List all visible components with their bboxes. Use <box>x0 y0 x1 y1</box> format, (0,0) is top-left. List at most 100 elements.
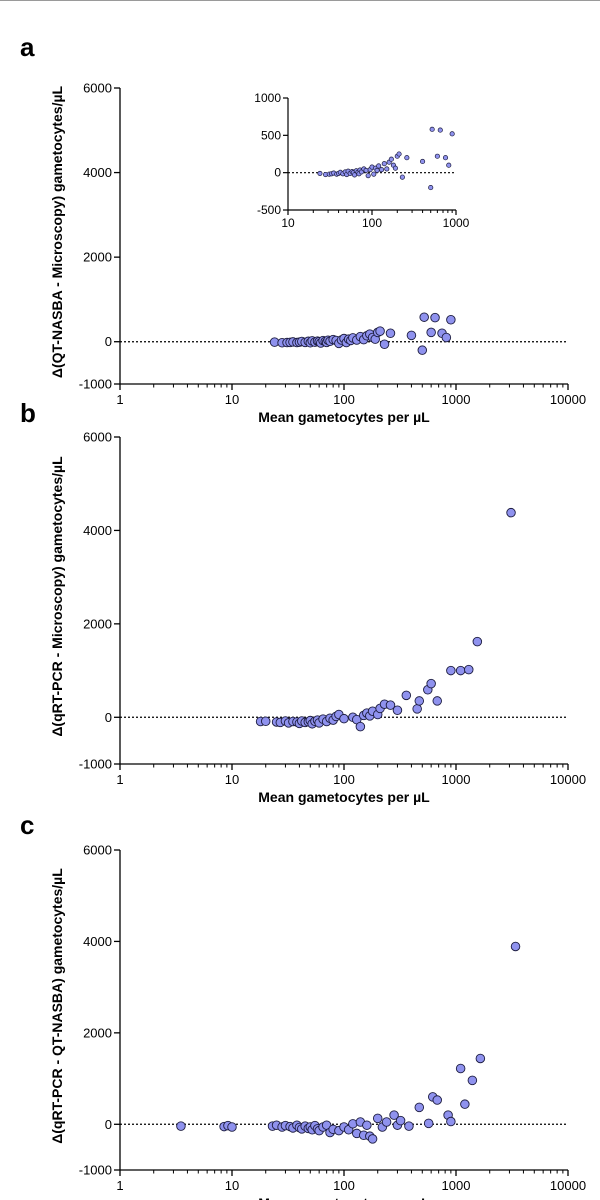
y-tick-label: 2000 <box>83 250 112 265</box>
inset-data-point <box>420 158 426 165</box>
y-tick-label: 4000 <box>83 165 112 180</box>
inset-data-point <box>396 151 402 157</box>
inset-data-point <box>374 167 380 173</box>
data-point <box>426 678 436 689</box>
panel-b: b -1000 0 2000 4000 6000 1 10 100 1000 10000 Mean … <box>20 398 586 805</box>
inset-data-point <box>429 126 435 132</box>
data-point <box>339 713 349 724</box>
data-point <box>460 1099 470 1109</box>
data-point <box>432 696 442 706</box>
data-point <box>375 326 385 336</box>
data-point <box>455 1063 466 1074</box>
data-point <box>419 312 429 322</box>
panel-c-points <box>176 941 521 1144</box>
data-point <box>355 721 366 732</box>
x-tick-label: 10000 <box>550 1178 586 1193</box>
x-tick-label: 10000 <box>550 772 586 787</box>
y-axis-title: Δ(QT-NASBA - Microscopy) gametocytes/µL <box>49 85 65 378</box>
x-axis-title: Mean gametocytes per µL <box>258 1195 430 1200</box>
data-point <box>392 705 403 716</box>
inset-data-point <box>379 167 385 173</box>
x-tick-label: 10000 <box>550 392 586 407</box>
x-tick-label: 10 <box>225 392 239 407</box>
x-tick-label: 1 <box>116 392 123 407</box>
data-point <box>472 636 483 647</box>
inset-data-point <box>399 174 405 180</box>
inset-data-point <box>446 162 452 168</box>
x-axis-title: Mean gametocytes per µL <box>258 409 430 425</box>
data-point <box>260 716 271 727</box>
data-point <box>412 704 422 714</box>
inset-y-tick-label: 500 <box>261 128 281 142</box>
x-tick-label: 1000 <box>442 1178 471 1193</box>
data-point <box>176 1121 186 1131</box>
top-rule <box>0 0 600 1</box>
data-point <box>389 1110 399 1120</box>
y-tick-label: 0 <box>105 710 112 725</box>
y-tick-label: 0 <box>105 1117 112 1132</box>
data-point <box>372 1113 383 1124</box>
y-tick-label: 4000 <box>83 934 112 949</box>
inset-y-tick-label: 0 <box>274 166 281 180</box>
x-tick-label: 10 <box>225 1178 239 1193</box>
panel-c-letter: c <box>20 810 34 840</box>
data-point <box>506 507 516 518</box>
inset-data-point <box>365 173 371 179</box>
inset-data-point <box>442 155 449 161</box>
inset-y-tick-label: 1000 <box>254 91 281 105</box>
inset-data-point <box>434 153 440 159</box>
inset-data-point <box>376 163 382 169</box>
inset-data-point <box>381 161 387 167</box>
data-point <box>446 1116 456 1127</box>
data-point <box>362 1120 372 1130</box>
inset-data-point <box>404 155 410 161</box>
data-point <box>417 345 428 355</box>
inset-data-point <box>317 170 323 176</box>
inset-data-point <box>363 167 369 173</box>
x-tick-label: 100 <box>333 772 355 787</box>
data-point <box>441 332 452 343</box>
y-tick-label: -1000 <box>79 1163 112 1178</box>
x-tick-label: 1 <box>116 772 123 787</box>
inset-data-point <box>388 156 394 162</box>
inset-data-point <box>371 171 377 177</box>
x-tick-label: 1 <box>116 1178 123 1193</box>
x-axis-title: Mean gametocytes per µL <box>258 789 430 805</box>
panel-c-axes: -1000 0 2000 4000 6000 1 10 100 1000 10000 Mean ga… <box>49 843 586 1200</box>
inset-data-point <box>392 165 398 171</box>
inset-x-tick-label: 100 <box>362 216 382 230</box>
data-point <box>426 327 436 338</box>
panel-b-letter: b <box>20 398 36 428</box>
inset-data-point <box>428 185 434 191</box>
y-tick-label: 2000 <box>83 616 112 631</box>
data-point <box>227 1122 237 1132</box>
x-tick-label: 100 <box>333 1178 355 1193</box>
data-point <box>367 1134 378 1144</box>
y-tick-label: -1000 <box>79 377 112 392</box>
x-tick-label: 1000 <box>442 392 471 407</box>
inset-x-tick-label: 1000 <box>443 216 470 230</box>
data-point <box>414 1102 425 1113</box>
data-point <box>432 1095 442 1105</box>
x-tick-label: 1000 <box>442 772 471 787</box>
data-point <box>510 941 521 952</box>
x-tick-label: 100 <box>333 392 355 407</box>
data-point <box>423 1118 434 1129</box>
panel-c: c -1000 0 2000 4000 6000 1 10 100 1000 10000 Mean … <box>20 810 586 1200</box>
panel-a-points <box>269 312 456 355</box>
data-point <box>464 664 474 675</box>
y-tick-label: 6000 <box>83 430 112 445</box>
x-tick-label: 10 <box>225 772 239 787</box>
y-axis-title: Δ(qRT-PCR - QT-NASBA) gametocytes/µL <box>49 868 65 1144</box>
data-point <box>395 1115 406 1126</box>
inset-data-point <box>384 166 390 172</box>
data-point <box>379 339 390 350</box>
data-point <box>430 312 440 323</box>
panel-b-points <box>255 507 516 732</box>
y-tick-label: -1000 <box>79 757 112 772</box>
inset-y-tick-label: -500 <box>257 203 281 217</box>
